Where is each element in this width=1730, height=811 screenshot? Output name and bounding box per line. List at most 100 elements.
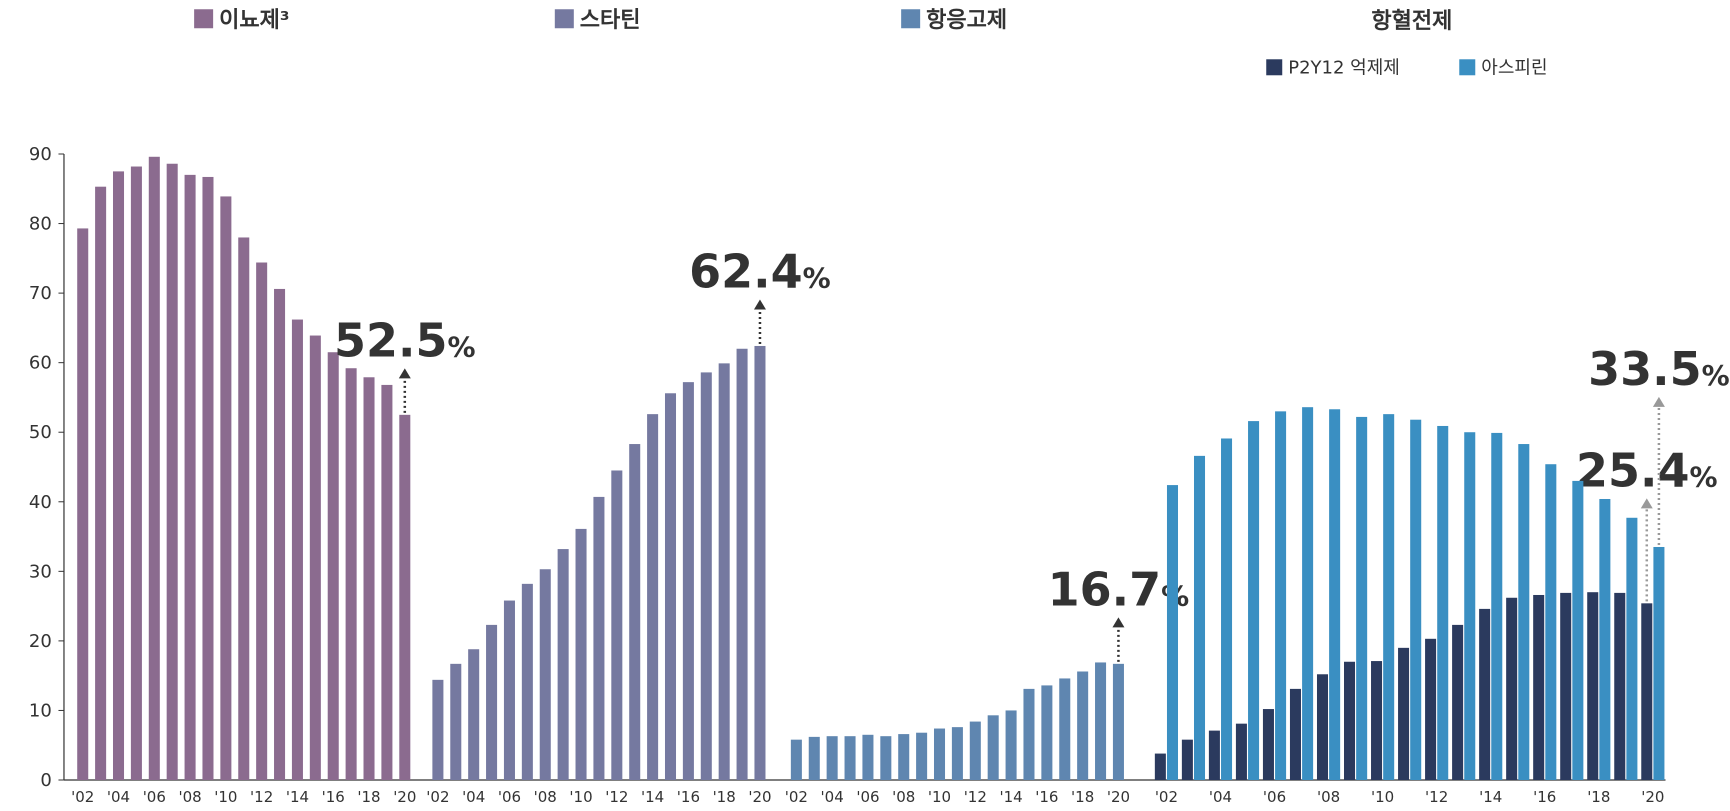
x-tick-label: '08	[1317, 788, 1340, 806]
bar	[736, 348, 748, 780]
x-tick-label: '10	[928, 788, 951, 806]
bar	[309, 335, 321, 780]
bar	[1302, 407, 1314, 780]
bar	[1235, 723, 1247, 780]
arrow-head	[1112, 617, 1125, 628]
bar	[1587, 592, 1599, 780]
bar	[1572, 480, 1584, 780]
x-tick-label: '14	[1479, 788, 1502, 806]
bar	[862, 734, 874, 780]
bar	[112, 171, 125, 780]
bar	[1479, 608, 1491, 780]
bar	[1208, 730, 1220, 780]
bar	[933, 728, 946, 780]
bar	[1154, 753, 1166, 780]
bar	[844, 736, 856, 780]
y-tick-label: 20	[29, 631, 52, 652]
x-tick-label: '02	[785, 788, 808, 806]
bar	[1410, 419, 1422, 780]
y-tick-label: 10	[29, 700, 52, 721]
x-tick-label: '10	[214, 788, 237, 806]
bar	[557, 549, 569, 780]
legend-label: 이뇨제³	[219, 8, 289, 33]
x-tick-label: '18	[357, 788, 380, 806]
x-tick-label: '06	[498, 788, 521, 806]
x-tick-label: '16	[677, 788, 700, 806]
legend-swatch	[194, 9, 214, 29]
bar	[399, 414, 411, 780]
bar	[611, 470, 623, 780]
x-tick-label: '16	[1035, 788, 1058, 806]
bar	[1041, 685, 1053, 780]
bar	[1653, 546, 1665, 780]
bar	[274, 288, 286, 780]
bar	[593, 496, 605, 780]
y-tick-label: 80	[29, 214, 52, 235]
bar	[166, 163, 178, 780]
x-tick-label: '20	[1107, 788, 1130, 806]
x-tick-label: '20	[1641, 788, 1664, 806]
bar	[381, 384, 393, 780]
value-label-unit: %	[803, 262, 831, 295]
x-tick-label: '16	[322, 788, 345, 806]
bar	[1464, 432, 1476, 780]
x-tick-label: '12	[250, 788, 273, 806]
bar	[95, 186, 107, 781]
x-tick-label: '12	[605, 788, 628, 806]
bar	[754, 345, 766, 780]
bar	[826, 736, 838, 780]
bar	[1437, 425, 1449, 780]
bar	[1518, 444, 1530, 780]
value-label-number: 25.4	[1576, 443, 1690, 497]
group-title: 항혈전제	[1371, 9, 1452, 34]
bar	[521, 583, 533, 780]
bar	[987, 715, 999, 780]
bar	[1248, 421, 1260, 780]
bar	[808, 736, 820, 780]
x-tick-label: '20	[393, 788, 416, 806]
x-tick-label: '06	[1263, 788, 1286, 806]
bar	[1095, 662, 1107, 780]
bar	[450, 663, 462, 780]
bar	[1344, 661, 1356, 780]
bar	[1491, 432, 1503, 780]
legend-swatch	[1266, 59, 1283, 76]
legend-label: 아스피린	[1481, 57, 1547, 78]
x-tick-label: '02	[1155, 788, 1178, 806]
arrow-head	[1640, 498, 1653, 509]
x-tick-label: '14	[641, 788, 664, 806]
bar	[1641, 603, 1653, 780]
bar	[468, 649, 480, 780]
x-tick-label: '14	[999, 788, 1022, 806]
x-tick-label: '06	[143, 788, 166, 806]
bar	[1112, 663, 1124, 780]
y-tick-label: 0	[40, 770, 51, 791]
y-tick-label: 90	[29, 144, 52, 165]
bar	[432, 679, 444, 780]
bar	[1614, 592, 1626, 780]
bar	[148, 156, 160, 780]
bar	[130, 166, 142, 780]
value-label: 25.4%	[1576, 443, 1718, 497]
x-tick-label: '18	[713, 788, 736, 806]
bar	[1166, 485, 1179, 780]
y-tick-label: 50	[29, 422, 52, 443]
bar	[291, 319, 303, 780]
bar	[1599, 498, 1611, 780]
value-label-unit: %	[1702, 359, 1730, 392]
arrow-head	[1652, 396, 1665, 407]
bar	[951, 727, 963, 780]
bar	[629, 444, 641, 780]
x-tick-label: '14	[286, 788, 309, 806]
bar	[700, 372, 712, 780]
x-tick-label: '12	[964, 788, 987, 806]
bar	[1560, 592, 1572, 780]
bar	[1626, 517, 1638, 780]
bar	[345, 368, 357, 780]
bar	[503, 600, 515, 780]
bar	[880, 736, 892, 780]
legend-swatch	[554, 9, 574, 29]
x-tick-label: '04	[462, 788, 485, 806]
bar	[1533, 594, 1545, 780]
